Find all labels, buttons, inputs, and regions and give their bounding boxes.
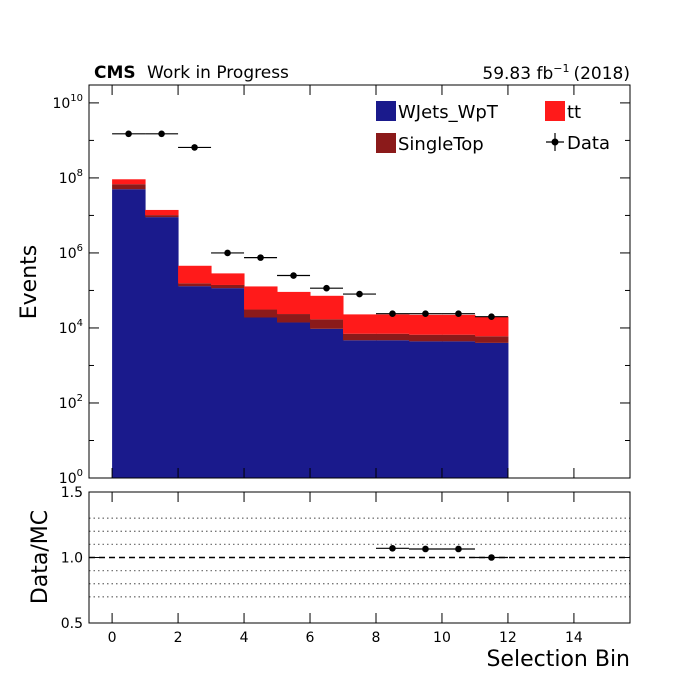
bar-tt-bin-1	[145, 209, 179, 216]
bar-singletop-bin-6	[310, 319, 344, 329]
main-ytick-label-1: 102	[59, 393, 83, 412]
ratio-point-3	[474, 554, 508, 561]
bar-tt-bin-10	[441, 314, 476, 335]
bar-tt-bin-6	[310, 295, 344, 320]
y-axis-title-main: Events	[17, 245, 42, 320]
data-point-4	[244, 254, 278, 261]
legend-swatch-singletop	[376, 133, 396, 153]
ratio-ytick-label-1: 1.0	[61, 551, 83, 567]
ratio-ytick-label-2: 1.5	[61, 485, 83, 501]
x-tick-label-5: 10	[433, 630, 451, 646]
bar-singletop-bin-3	[211, 284, 245, 289]
bar-tt-bin-3	[211, 273, 245, 285]
x-tick-label-2: 4	[240, 630, 249, 646]
main-ticks: 100 102 104 106 108 1010	[52, 85, 630, 487]
bar-tt-bin-7	[343, 314, 377, 334]
data-point-7	[343, 290, 376, 298]
bar-singletop-bin-4	[244, 309, 278, 318]
bar-tt-bin-9	[408, 314, 443, 335]
data-point-0	[112, 130, 146, 138]
main-ytick-label-4: 108	[59, 168, 83, 187]
data-point-9	[408, 310, 442, 317]
main-ytick-label-5: 1010	[52, 93, 83, 112]
legend-swatch-wjets	[376, 101, 396, 121]
bar-wjets-wpt-bin-9	[408, 341, 443, 478]
legend-label-data: Data	[567, 133, 610, 154]
ratio-ytick-label-0: 0.5	[61, 616, 83, 632]
bar-wjets-wpt-bin-1	[145, 217, 179, 478]
legend-swatch-tt	[545, 101, 565, 121]
stacked-bars	[112, 179, 509, 478]
main-panel: 100 102 104 106 108 1010	[52, 84, 631, 487]
ratio-point-1	[408, 545, 442, 553]
legend-label-wjets: WJets_WpT	[398, 102, 499, 123]
x-tick-label-3: 6	[306, 630, 315, 646]
bar-singletop-bin-1	[145, 215, 179, 218]
bar-wjets-wpt-bin-11	[474, 342, 509, 478]
legend-marker-data	[546, 133, 564, 151]
bar-wjets-wpt-bin-3	[211, 288, 245, 478]
x-tick-label-1: 2	[174, 630, 183, 646]
ratio-points	[375, 545, 508, 561]
x-tick-label-0: 0	[108, 630, 117, 646]
x-tick-label-7: 14	[565, 630, 583, 646]
bar-singletop-bin-0	[112, 184, 146, 190]
experiment-label: CMS	[94, 63, 136, 83]
bar-wjets-wpt-bin-8	[375, 340, 410, 478]
bar-wjets-wpt-bin-4	[244, 317, 278, 478]
bar-wjets-wpt-bin-10	[441, 341, 476, 478]
ratio-frame	[88, 491, 631, 624]
legend: WJets_WpT tt SingleTop Data	[376, 101, 610, 155]
bar-singletop-bin-2	[178, 283, 212, 287]
x-tick-label-4: 8	[372, 630, 381, 646]
x-axis-title: Selection Bin	[486, 647, 630, 672]
bar-wjets-wpt-bin-6	[310, 328, 344, 478]
bar-wjets-wpt-bin-2	[178, 286, 212, 478]
luminosity-label: 59.83 fb−1 (2018)	[482, 62, 630, 84]
data-point-2	[178, 144, 212, 151]
bar-tt-bin-8	[375, 314, 410, 334]
data-point-6	[310, 284, 344, 292]
bar-singletop-bin-8	[375, 333, 410, 341]
status-label: Work in Progress	[147, 63, 289, 83]
legend-label-tt: tt	[567, 102, 581, 123]
bar-tt-bin-2	[178, 265, 212, 284]
bar-tt-bin-4	[244, 286, 278, 310]
ratio-point-0	[375, 545, 409, 552]
data-point-1	[145, 130, 179, 138]
bar-tt-bin-5	[277, 291, 311, 315]
bar-wjets-wpt-bin-0	[112, 189, 146, 478]
bar-singletop-bin-5	[277, 314, 311, 323]
data-point-11	[474, 313, 508, 320]
y-axis-title-ratio: Data/MC	[28, 510, 53, 604]
data-points	[112, 130, 508, 320]
legend-label-singletop: SingleTop	[398, 134, 484, 155]
main-frame	[88, 84, 631, 479]
ratio-grid	[89, 517, 630, 598]
data-point-5	[277, 272, 311, 279]
data-point-3	[211, 249, 245, 257]
main-ytick-label-0: 100	[59, 468, 83, 487]
x-tick-label-6: 12	[499, 630, 517, 646]
ratio-panel: 0 2 4 6 8 10 12 14 0.5 1.0 1.5	[61, 485, 631, 646]
bar-tt-bin-0	[112, 179, 146, 185]
ratio-ticks: 0 2 4 6 8 10 12 14 0.5 1.0 1.5	[61, 485, 630, 646]
data-point-8	[375, 310, 409, 317]
bar-singletop-bin-9	[408, 334, 443, 342]
ratio-point-2	[441, 545, 475, 553]
bar-singletop-bin-10	[441, 334, 476, 342]
data-point-10	[441, 310, 475, 317]
bar-singletop-bin-7	[343, 333, 377, 341]
bar-tt-bin-11	[474, 316, 509, 337]
main-ytick-label-3: 106	[59, 243, 83, 262]
bar-wjets-wpt-bin-7	[343, 340, 377, 478]
bar-wjets-wpt-bin-5	[277, 322, 311, 478]
main-ytick-label-2: 104	[59, 318, 83, 337]
bar-singletop-bin-11	[474, 336, 509, 343]
